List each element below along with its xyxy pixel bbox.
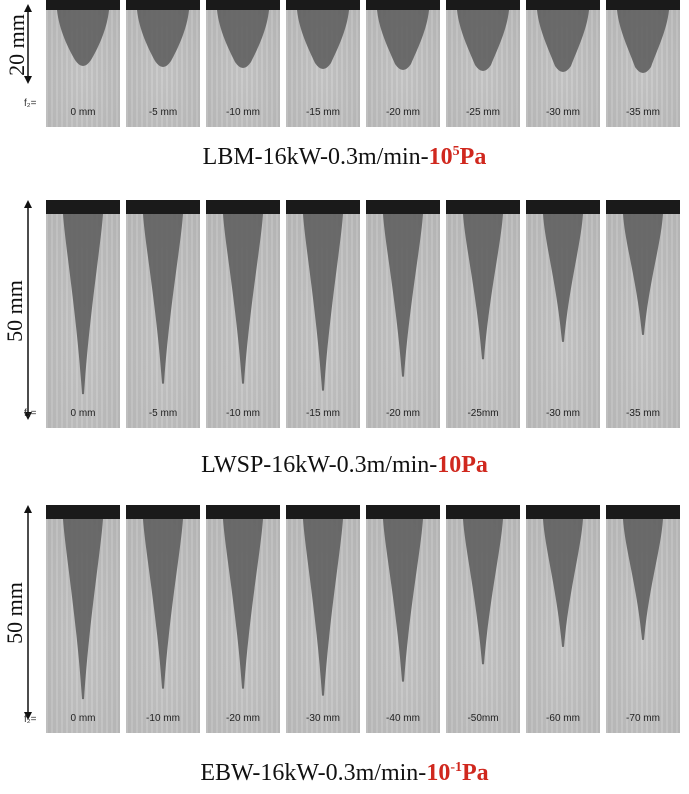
macrograph-panel: -30 mm [526, 0, 600, 127]
scale-bar-row1: 20 mm [0, 4, 50, 84]
scale-bar-row2: 50 mm [0, 200, 50, 420]
scale-arrow-icon [24, 4, 32, 84]
weld-seam-shape [63, 214, 103, 395]
fz-label: f₂= [24, 408, 37, 419]
caption-lwsp: LWSP-16kW-0.3m/min-10Pa [201, 452, 488, 478]
macrograph-panel: -35 mm [606, 200, 680, 428]
weld-seam-shape [537, 10, 589, 72]
macrograph-panel: -20 mm [366, 200, 440, 428]
macrograph-panel: -25mm [446, 200, 520, 428]
scale-label: 50 mm [1, 280, 27, 342]
focal-position-label: -5 mm [148, 408, 178, 419]
focal-position-label: -10 mm [226, 107, 260, 118]
caption-ebw: EBW-16kW-0.3m/min-10-1Pa [200, 760, 489, 786]
weld-seam-shape [143, 214, 183, 384]
focal-position-label: -25 mm [466, 107, 500, 118]
focal-position-label: -30 mm [546, 408, 580, 419]
focal-position-label: -35 mm [626, 107, 660, 118]
scale-label: 50 mm [1, 582, 27, 644]
macrograph-panel: 0 mm [46, 0, 120, 127]
fz-label: f₂= [24, 714, 37, 725]
weld-seam-shape [543, 214, 583, 342]
weld-seam-shape [383, 519, 423, 682]
focal-position-label: -40 mm [386, 713, 420, 724]
weld-seam-shape [383, 214, 423, 377]
weld-seam-shape [543, 519, 583, 647]
macrograph-panel: -60 mm [526, 505, 600, 733]
scale-arrow-icon [24, 200, 32, 420]
focal-position-label: 0 mm [70, 713, 96, 724]
weld-seam-shape [143, 519, 183, 689]
macrograph-panel: -10 mm [206, 200, 280, 428]
weld-seam-shape [223, 519, 263, 689]
focal-position-label: -50mm [467, 713, 499, 724]
focal-position-label: -30 mm [306, 713, 340, 724]
weld-seam-shape [457, 10, 509, 71]
macrograph-panel: -10 mm [206, 0, 280, 127]
focal-position-label: 0 mm [70, 107, 96, 118]
focal-position-label: -20 mm [386, 107, 420, 118]
focal-position-label: -10 mm [226, 408, 260, 419]
macrograph-panel: -10 mm [126, 505, 200, 733]
weld-seam-shape [463, 519, 503, 665]
macrograph-panel: -20 mm [366, 0, 440, 127]
macrograph-panel: -15 mm [286, 0, 360, 127]
scale-bar-row3: 50 mm [0, 505, 50, 720]
weld-seam-shape [303, 519, 343, 696]
scale-label: 20 mm [3, 14, 29, 76]
weld-seam-shape [617, 10, 669, 73]
macrograph-panel: -15 mm [286, 200, 360, 428]
weld-seam-shape [223, 214, 263, 384]
focal-position-label: -25mm [467, 408, 499, 419]
focal-position-label: -15 mm [306, 107, 340, 118]
focal-position-label: -10 mm [146, 713, 180, 724]
weld-seam-shape [217, 10, 269, 68]
macrograph-panel: -35 mm [606, 0, 680, 127]
focal-position-label: 0 mm [70, 408, 96, 419]
weld-seam-shape [377, 10, 429, 70]
focal-position-label: -20 mm [226, 713, 260, 724]
macrograph-panel: 0 mm [46, 505, 120, 733]
macrograph-panel: -40 mm [366, 505, 440, 733]
focal-position-label: -30 mm [546, 107, 580, 118]
focal-position-label: -70 mm [626, 713, 660, 724]
weld-seam-shape [137, 10, 189, 67]
macrograph-panel: -25 mm [446, 0, 520, 127]
weld-seam-shape [57, 10, 109, 66]
macrograph-panel: -5 mm [126, 0, 200, 127]
focal-position-label: -20 mm [386, 408, 420, 419]
macrograph-panel: -50mm [446, 505, 520, 733]
scale-arrow-icon [24, 505, 32, 720]
focal-position-label: -5 mm [148, 107, 178, 118]
macrograph-panel: -70 mm [606, 505, 680, 733]
focal-position-label: -35 mm [626, 408, 660, 419]
macrograph-panel: -30 mm [526, 200, 600, 428]
macrograph-panel: 0 mm [46, 200, 120, 428]
caption-lbm: LBM-16kW-0.3m/min-105Pa [202, 144, 487, 170]
focal-position-label: -60 mm [546, 713, 580, 724]
weld-seam-shape [623, 214, 663, 335]
weld-seam-shape [463, 214, 503, 360]
weld-seam-shape [297, 10, 349, 69]
weld-seam-shape [303, 214, 343, 391]
macrograph-panel: -5 mm [126, 200, 200, 428]
weld-seam-shape [623, 519, 663, 640]
weld-seam-shape [63, 519, 103, 700]
fz-label: f₂= [24, 98, 37, 109]
macrograph-panel: -30 mm [286, 505, 360, 733]
macrograph-panel: -20 mm [206, 505, 280, 733]
focal-position-label: -15 mm [306, 408, 340, 419]
